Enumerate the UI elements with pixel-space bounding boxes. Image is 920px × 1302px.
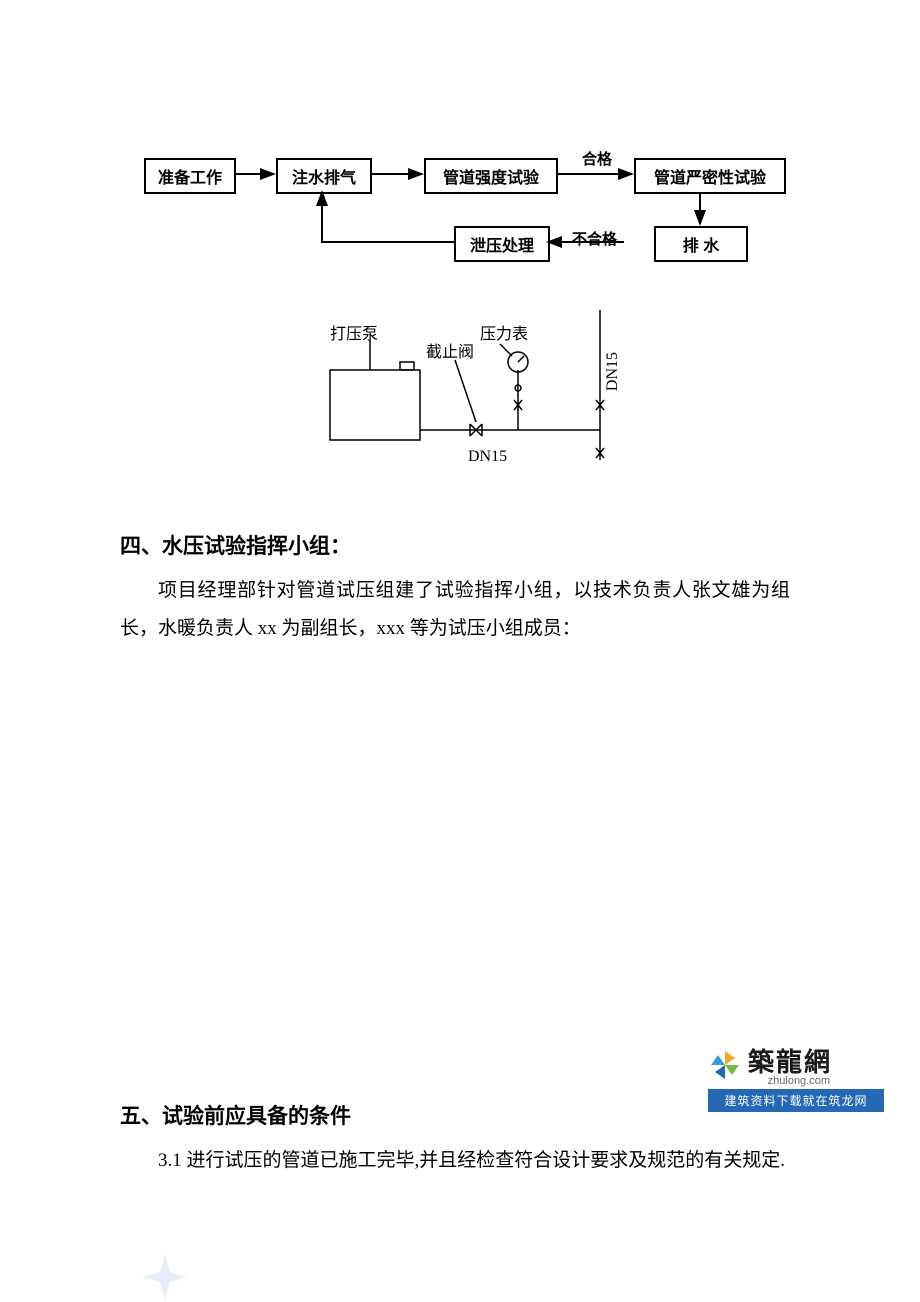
flow-arrows (0, 0, 920, 300)
paragraph-5: 3.1 进行试压的管道已施工完毕,并且经检查符合设计要求及规范的有关规定. (120, 1142, 790, 1180)
watermark-cn: 築龍網 (748, 1042, 832, 1079)
faint-page-mark-icon (142, 1254, 188, 1300)
document-page: { "flowchart": { "nodes": { "prepare": {… (0, 0, 920, 1302)
watermark-banner: 建筑资料下载就在筑龙网 (708, 1089, 884, 1112)
heading-5: 五、试验前应具备的条件 (120, 1100, 351, 1130)
paragraph-4: 项目经理部针对管道试压组建了试验指挥小组，以技术负责人张文雄为组长，水暖负责人 … (120, 572, 790, 648)
sch-label-pump: 打压泵 (330, 320, 378, 344)
heading-4: 四、水压试验指挥小组： (120, 530, 351, 560)
sch-label-gauge: 压力表 (480, 320, 528, 344)
sch-label-dn15-vert: DN15 (604, 352, 622, 391)
pinwheel-icon (708, 1048, 742, 1082)
sch-label-valve: 截止阀 (426, 338, 474, 362)
sch-label-dn15-bottom: DN15 (468, 448, 507, 466)
zhulong-watermark: 築龍網 zhulong.com 建筑资料下载就在筑龙网 (708, 1042, 884, 1112)
